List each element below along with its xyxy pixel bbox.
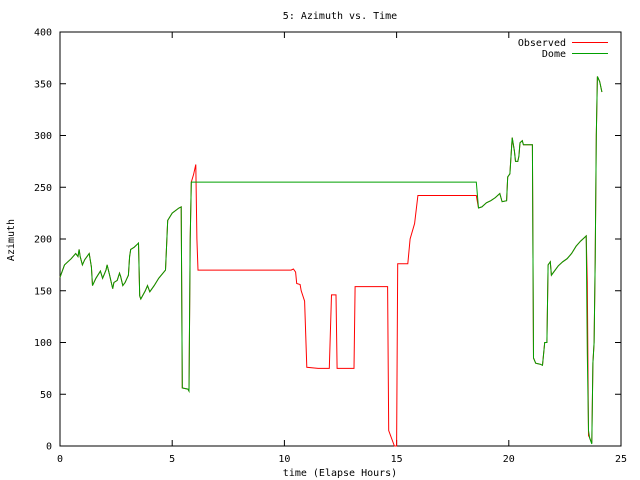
x-tick-label: 20 — [503, 454, 515, 465]
y-tick-label: 350 — [34, 79, 52, 90]
chart-title: 5: Azimuth vs. Time — [283, 11, 397, 22]
x-tick-label: 0 — [57, 454, 63, 465]
series-line-dome — [59, 76, 603, 445]
x-tick-label: 15 — [391, 454, 403, 465]
legend-label-observed: Observed — [518, 38, 566, 49]
y-tick-label: 400 — [34, 28, 52, 39]
axis-ticks: 0 50 100 150 200 250 300 350 400 0 5 10 15 20 25 — [34, 28, 627, 466]
x-tick-label: 10 — [278, 454, 290, 465]
y-tick-label: 150 — [34, 286, 52, 297]
series-layer — [59, 76, 603, 447]
y-tick-label: 300 — [34, 131, 52, 142]
series-line-observed — [59, 76, 603, 447]
y-tick-label: 200 — [34, 235, 52, 246]
y-tick-label: 50 — [40, 390, 52, 401]
legend-label-dome: Dome — [542, 49, 566, 60]
x-tick-label: 25 — [615, 454, 627, 465]
x-axis-label: time (Elapse Hours) — [283, 468, 397, 479]
y-axis-label: Azimuth — [6, 219, 17, 261]
y-tick-label: 0 — [46, 442, 52, 453]
plot-frame — [59, 31, 622, 447]
y-tick-label: 100 — [34, 338, 52, 349]
y-tick-label: 250 — [34, 183, 52, 194]
x-tick-label: 5 — [169, 454, 175, 465]
